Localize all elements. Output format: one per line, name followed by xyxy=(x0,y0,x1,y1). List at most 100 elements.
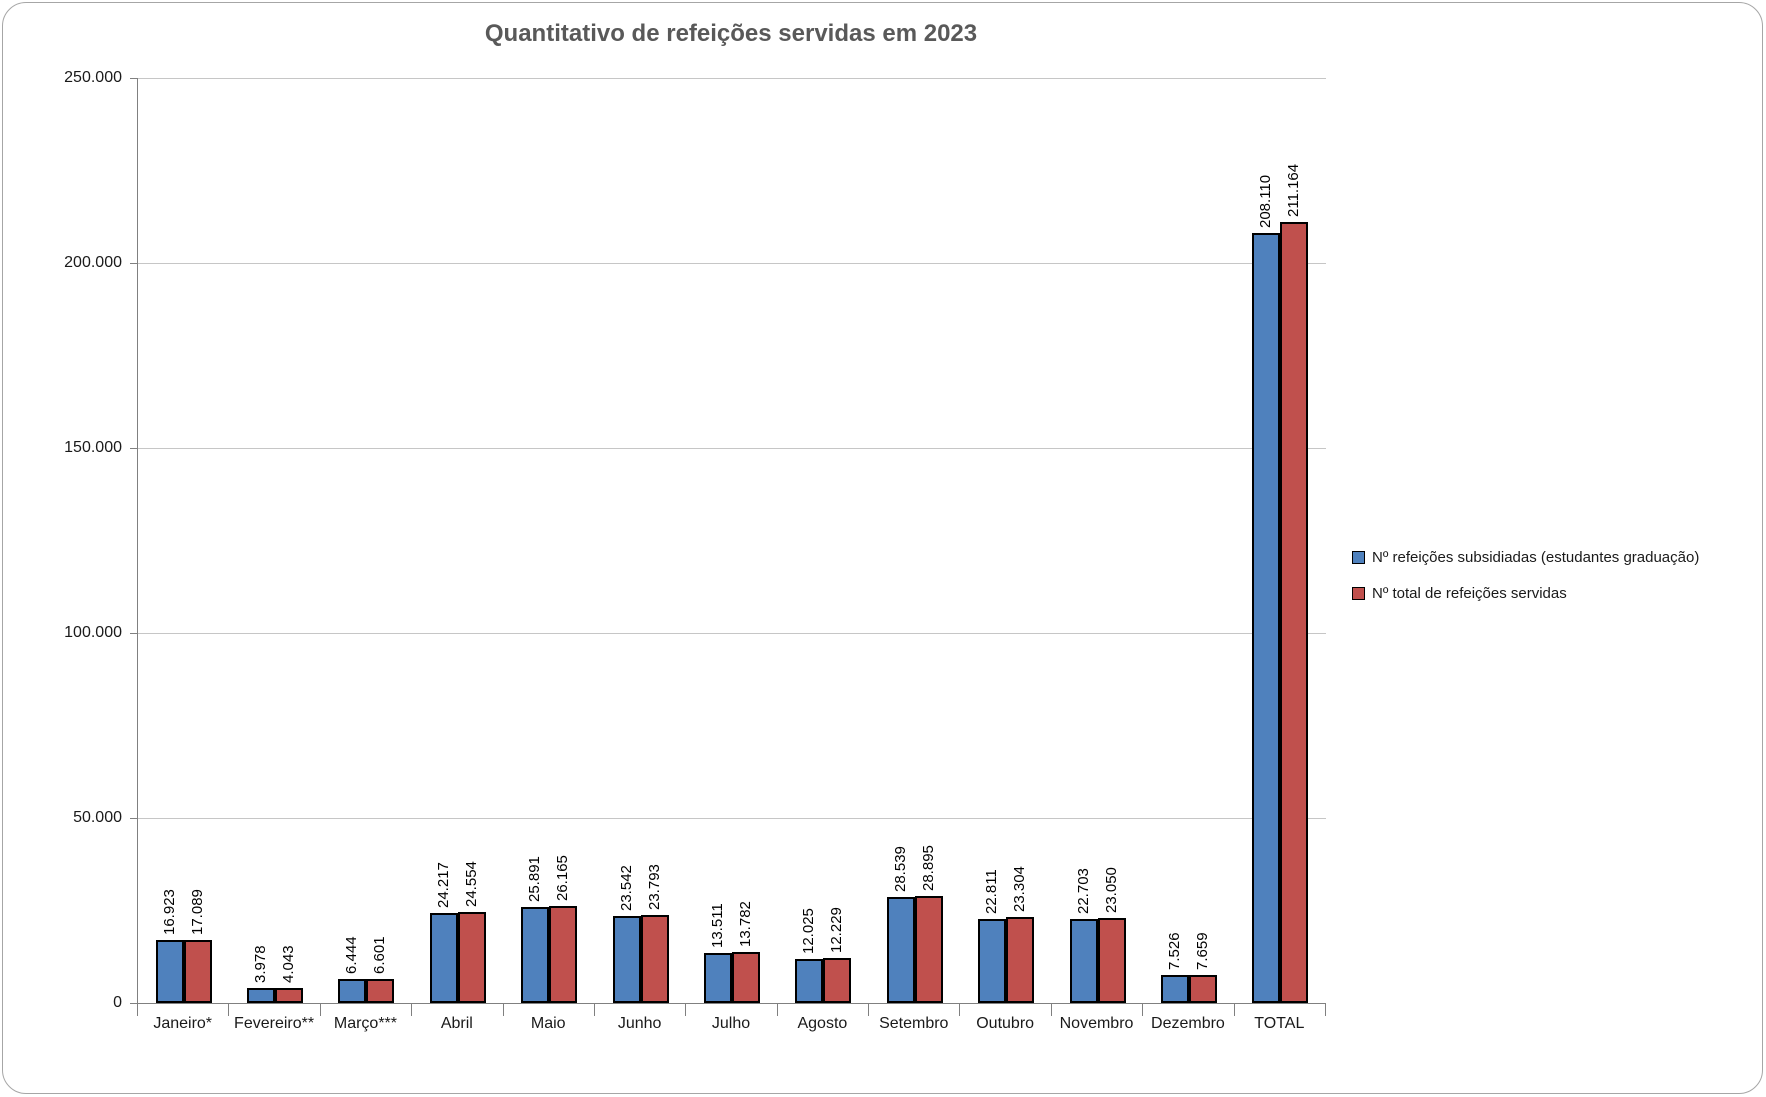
category-label: Outubro xyxy=(976,1015,1035,1032)
bar-value-label: 208.110 xyxy=(1257,174,1275,228)
bar xyxy=(549,906,578,1003)
y-axis-label: 150.000 xyxy=(64,439,122,456)
bar xyxy=(886,897,915,1003)
bar-value-label: 24.217 xyxy=(434,862,452,908)
bar-value-label: 28.895 xyxy=(919,845,937,891)
y-axis-tick xyxy=(130,633,137,634)
y-axis-label: 0 xyxy=(113,994,122,1011)
bar-value-label: 23.542 xyxy=(617,865,635,911)
bar-value-label: 211.164 xyxy=(1285,163,1303,217)
legend-item: Nº refeições subsidiadas (estudantes gra… xyxy=(1352,548,1699,567)
bar xyxy=(1160,975,1189,1003)
bar-value-label: 22.703 xyxy=(1074,868,1092,914)
bar-value-label: 23.050 xyxy=(1102,867,1120,913)
category-label: TOTAL xyxy=(1254,1015,1305,1032)
x-axis-tick xyxy=(1142,1004,1144,1016)
x-axis-tick xyxy=(685,1004,687,1016)
bar-value-label: 7.659 xyxy=(1193,932,1211,970)
y-axis-tick xyxy=(130,818,137,819)
bar xyxy=(1006,917,1035,1003)
bar-value-label: 7.526 xyxy=(1165,932,1183,970)
y-axis-tick xyxy=(130,1003,137,1004)
bar-value-label: 22.811 xyxy=(983,869,1001,914)
gridline xyxy=(138,262,1326,264)
category-label: Novembro xyxy=(1059,1015,1134,1032)
bar xyxy=(521,907,550,1003)
x-axis-tick xyxy=(593,1004,595,1016)
x-axis-tick xyxy=(959,1004,961,1016)
bar-value-label: 3.978 xyxy=(252,945,270,983)
legend-label: Nº total de refeições servidas xyxy=(1372,585,1567,602)
bar xyxy=(823,958,852,1003)
legend-label: Nº refeições subsidiadas (estudantes gra… xyxy=(1372,549,1700,566)
bar-value-label: 12.229 xyxy=(828,907,846,953)
bar xyxy=(247,988,276,1003)
bar xyxy=(914,896,943,1003)
bar xyxy=(183,940,212,1003)
x-axis-tick xyxy=(411,1004,413,1016)
bar-value-label: 23.304 xyxy=(1011,866,1029,912)
chart-title: Quantitativo de refeições servidas em 20… xyxy=(484,20,978,47)
bar xyxy=(978,919,1007,1003)
bar xyxy=(795,959,824,1003)
y-axis-tick xyxy=(130,448,137,449)
bar xyxy=(1069,919,1098,1003)
gridline xyxy=(138,447,1326,449)
bar-value-label: 6.444 xyxy=(343,936,361,974)
bar-value-label: 26.165 xyxy=(554,855,572,901)
x-axis-tick xyxy=(1233,1004,1235,1016)
category-label: Março*** xyxy=(333,1015,398,1032)
gridline xyxy=(138,632,1326,634)
category-label: Maio xyxy=(530,1015,566,1032)
bar-value-label: 6.601 xyxy=(371,936,389,974)
bar xyxy=(1097,918,1126,1003)
bar xyxy=(612,916,641,1003)
bar xyxy=(429,913,458,1003)
gridline xyxy=(138,817,1326,819)
legend: Nº refeições subsidiadas (estudantes gra… xyxy=(1352,548,1699,620)
x-axis-tick xyxy=(319,1004,321,1016)
category-label: Junho xyxy=(617,1015,662,1032)
bar xyxy=(640,915,669,1003)
category-label: Agosto xyxy=(797,1015,848,1032)
x-axis-tick xyxy=(137,1004,138,1016)
legend-item: Nº total de refeições servidas xyxy=(1352,584,1699,603)
category-label: Julho xyxy=(711,1015,751,1032)
legend-swatch-blue-icon xyxy=(1352,551,1365,564)
category-label: Abril xyxy=(440,1015,473,1032)
category-label: Dezembro xyxy=(1151,1015,1225,1032)
bar-value-label: 23.793 xyxy=(645,864,663,910)
category-label: Setembro xyxy=(879,1015,949,1032)
x-axis-tick xyxy=(502,1004,504,1016)
bar-value-label: 24.554 xyxy=(462,861,480,907)
y-axis-tick xyxy=(130,78,137,79)
bar xyxy=(457,912,486,1003)
bar xyxy=(1280,222,1309,1003)
bar xyxy=(366,979,395,1003)
bar xyxy=(338,979,367,1003)
bar xyxy=(155,940,184,1003)
bar xyxy=(1252,233,1281,1003)
bar xyxy=(704,953,732,1003)
category-label: Fevereiro** xyxy=(234,1015,315,1032)
y-axis-tick xyxy=(130,263,137,264)
bar-value-label: 25.891 xyxy=(526,856,544,902)
bar-value-label: 28.539 xyxy=(891,846,909,892)
y-axis-label: 250.000 xyxy=(64,69,122,86)
category-label: Janeiro* xyxy=(153,1015,213,1032)
bar xyxy=(275,988,304,1003)
y-axis-label: 200.000 xyxy=(64,254,122,271)
bar-value-label: 17.089 xyxy=(188,889,206,935)
gridline xyxy=(138,77,1326,79)
bar-value-label: 13.782 xyxy=(737,901,754,947)
bar-value-label: 4.043 xyxy=(280,945,298,983)
legend-swatch-red-icon xyxy=(1352,587,1365,600)
y-axis-label: 50.000 xyxy=(73,809,122,826)
y-axis-label: 100.000 xyxy=(64,624,122,641)
x-axis-tick xyxy=(776,1004,778,1016)
x-axis-tick xyxy=(1325,1004,1326,1016)
bar xyxy=(1188,975,1217,1003)
bar-value-label: 13.511 xyxy=(709,903,726,948)
x-axis-tick xyxy=(868,1004,870,1016)
